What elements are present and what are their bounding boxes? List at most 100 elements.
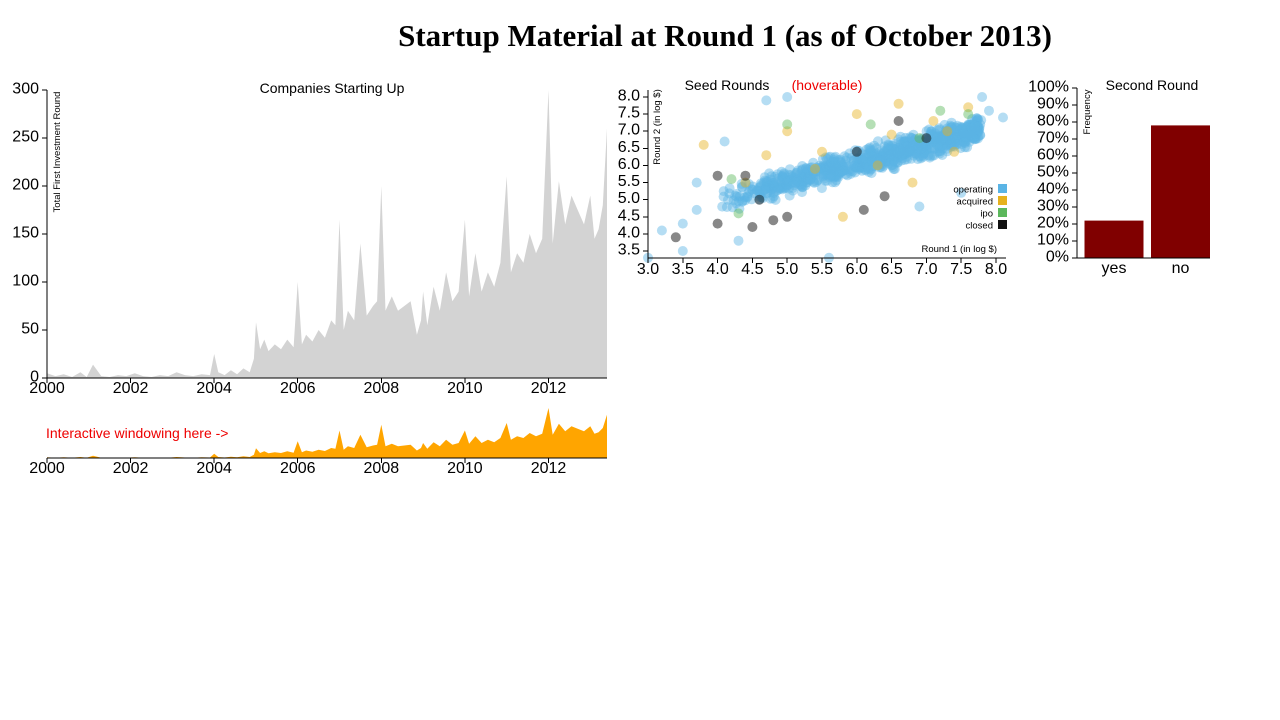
scatter-point[interactable] <box>821 154 832 164</box>
scatter-point[interactable] <box>948 131 959 142</box>
scatter-point[interactable] <box>973 131 984 142</box>
scatter-point[interactable] <box>741 178 752 189</box>
scatter-point[interactable] <box>888 156 899 167</box>
scatter-point[interactable] <box>965 120 976 131</box>
scatter-point[interactable] <box>957 123 967 134</box>
scatter-point[interactable] <box>878 147 889 158</box>
scatter-point[interactable] <box>938 135 949 146</box>
scatter-point[interactable] <box>946 137 957 148</box>
scatter-point[interactable] <box>835 160 846 171</box>
scatter-point[interactable] <box>772 182 783 193</box>
scatter-point[interactable] <box>908 140 919 151</box>
scatter-point[interactable] <box>952 120 963 131</box>
scatter-point[interactable] <box>957 136 968 147</box>
scatter-point[interactable] <box>787 171 798 182</box>
scatter-point[interactable] <box>917 142 928 152</box>
scatter-point[interactable] <box>879 191 890 202</box>
scatter-point[interactable] <box>831 161 842 172</box>
scatter-point[interactable] <box>898 147 909 158</box>
scatter-point[interactable] <box>727 202 738 213</box>
scatter-point[interactable] <box>954 135 965 146</box>
scatter-point[interactable] <box>930 136 941 147</box>
scatter-point[interactable] <box>858 153 869 164</box>
scatter-point[interactable] <box>922 144 933 155</box>
scatter-point[interactable] <box>896 155 907 166</box>
scatter-point[interactable] <box>972 125 983 136</box>
scatter-point[interactable] <box>791 168 802 178</box>
scatter-point[interactable] <box>863 163 874 174</box>
scatter-point[interactable] <box>834 169 844 180</box>
scatter-point[interactable] <box>879 141 890 152</box>
scatter-point[interactable] <box>812 165 823 176</box>
scatter-point[interactable] <box>783 175 794 186</box>
scatter-point[interactable] <box>918 151 929 162</box>
scatter-point[interactable] <box>794 169 805 180</box>
scatter-point[interactable] <box>886 152 897 163</box>
scatter-point[interactable] <box>853 164 864 175</box>
scatter-point[interactable] <box>947 141 958 151</box>
scatter-point[interactable] <box>775 175 786 186</box>
scatter-point[interactable] <box>781 175 792 186</box>
scatter-point[interactable] <box>816 163 826 174</box>
scatter-point[interactable] <box>813 174 824 185</box>
scatter-point[interactable] <box>939 130 950 141</box>
scatter-point[interactable] <box>871 154 882 165</box>
scatter-point[interactable] <box>899 136 909 147</box>
scatter-point[interactable] <box>803 174 814 185</box>
scatter-point[interactable] <box>973 123 984 134</box>
scatter-point[interactable] <box>889 151 900 161</box>
scatter-point[interactable] <box>876 155 887 166</box>
scatter-point[interactable] <box>932 131 943 142</box>
scatter-point[interactable] <box>795 179 806 190</box>
scatter-point[interactable] <box>945 129 956 140</box>
scatter-point[interactable] <box>937 143 948 154</box>
scatter-point[interactable] <box>908 129 919 140</box>
scatter-point[interactable] <box>857 162 868 173</box>
scatter-point[interactable] <box>971 115 982 126</box>
scatter-point[interactable] <box>857 154 868 165</box>
scatter-point[interactable] <box>866 163 877 174</box>
scatter-point[interactable] <box>935 145 946 156</box>
scatter-point[interactable] <box>768 179 779 190</box>
scatter-point[interactable] <box>930 137 941 148</box>
scatter-point[interactable] <box>830 156 841 167</box>
scatter-point[interactable] <box>874 162 885 173</box>
scatter-point[interactable] <box>782 176 793 187</box>
scatter-point[interactable] <box>909 134 920 145</box>
scatter-point[interactable] <box>840 165 851 176</box>
scatter-point[interactable] <box>878 148 889 159</box>
scatter-point[interactable] <box>734 203 745 214</box>
scatter-point[interactable] <box>851 109 862 120</box>
scatter-point[interactable] <box>962 121 973 132</box>
scatter-point[interactable] <box>811 177 822 187</box>
scatter-point[interactable] <box>691 204 702 215</box>
scatter-point[interactable] <box>766 171 777 182</box>
scatter-point[interactable] <box>892 157 903 168</box>
scatter-point[interactable] <box>961 122 971 133</box>
scatter-point[interactable] <box>958 128 968 139</box>
scatter-point[interactable] <box>947 127 958 138</box>
scatter-point[interactable] <box>974 122 985 133</box>
scatter-point[interactable] <box>777 172 788 183</box>
scatter-point[interactable] <box>969 134 980 145</box>
scatter-point[interactable] <box>842 170 853 181</box>
scatter-point[interactable] <box>915 153 926 164</box>
scatter-point[interactable] <box>963 132 973 143</box>
scatter-point[interactable] <box>941 130 952 141</box>
scatter-point[interactable] <box>952 131 963 142</box>
scatter-point[interactable] <box>828 154 839 165</box>
scatter-point[interactable] <box>898 149 909 160</box>
scatter-point[interactable] <box>935 131 946 142</box>
scatter-point[interactable] <box>914 139 925 150</box>
scatter-point[interactable] <box>691 177 702 188</box>
scatter-point[interactable] <box>825 160 836 171</box>
scatter-point[interactable] <box>796 177 807 188</box>
scatter-point[interactable] <box>949 138 960 148</box>
scatter-point[interactable] <box>932 131 943 142</box>
scatter-point[interactable] <box>954 128 965 139</box>
scatter-point[interactable] <box>805 175 816 185</box>
scatter-point[interactable] <box>889 144 900 155</box>
scatter-point[interactable] <box>767 183 778 194</box>
scatter-point[interactable] <box>967 128 978 139</box>
scatter-point[interactable] <box>920 141 931 152</box>
